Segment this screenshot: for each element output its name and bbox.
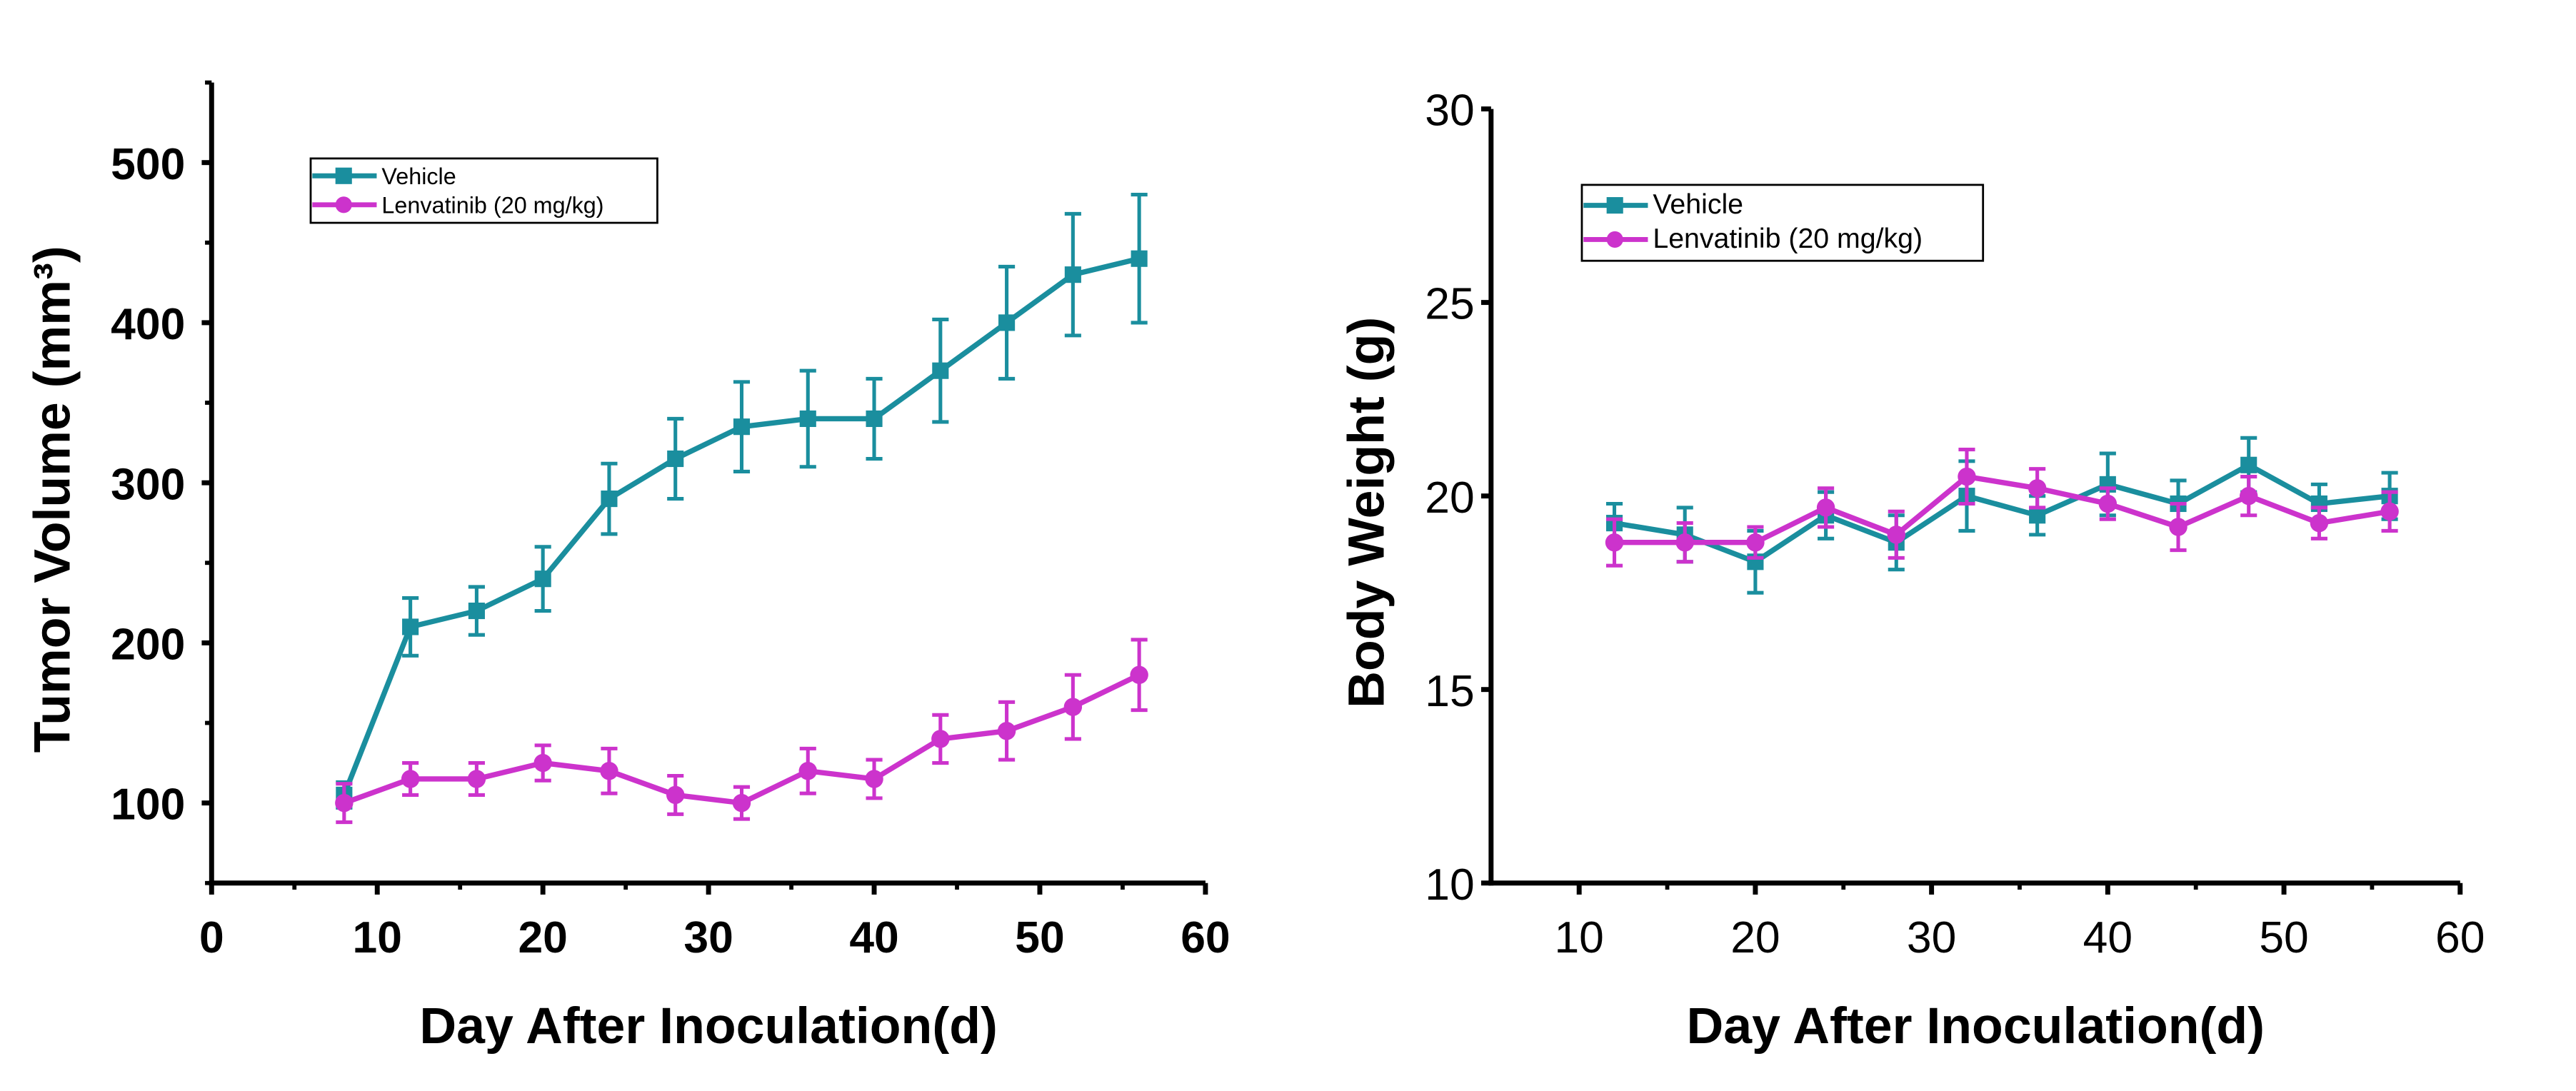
series-1: [1605, 448, 2399, 568]
data-point: [534, 570, 551, 588]
data-point: [998, 314, 1016, 331]
legend-label: Vehicle: [381, 164, 456, 189]
legend-marker: [1606, 231, 1623, 248]
legend-marker: [1606, 197, 1623, 214]
chart-1: 10 15 20 25 30 10 20 30 40 50 60 Day After Inoculat…: [1338, 86, 2485, 1055]
x-tick-label: 0: [199, 913, 224, 962]
data-point: [533, 753, 552, 773]
data-point: [1130, 665, 1148, 684]
data-point: [1063, 698, 1083, 716]
data-point: [2380, 502, 2399, 521]
data-point: [732, 793, 751, 813]
y-tick-label: 30: [1425, 86, 1474, 136]
data-point: [733, 418, 751, 436]
data-point: [2029, 507, 2046, 524]
y-tick-label: 100: [111, 780, 185, 830]
data-point: [1131, 250, 1148, 267]
data-point: [798, 762, 817, 780]
data-point: [2028, 479, 2047, 498]
series-line: [1613, 462, 2390, 565]
legend: Vehicle Lenvatinib (20 mg/kg): [309, 157, 658, 224]
y-tick-label: 20: [1425, 473, 1474, 523]
x-axis-title: Day After Inoculation(d): [419, 997, 997, 1055]
x-tick-label: 10: [353, 913, 402, 962]
legend-label: Lenvatinib (20 mg/kg): [1653, 223, 1923, 254]
data-point: [799, 410, 816, 428]
data-point: [1816, 498, 1835, 517]
y-tick-label: 15: [1425, 667, 1474, 716]
data-point: [335, 793, 354, 813]
data-point: [866, 410, 883, 428]
data-point: [1605, 533, 1624, 552]
data-point: [402, 618, 419, 635]
legend-label: Vehicle: [1653, 188, 1743, 220]
series-line: [341, 256, 1141, 796]
data-point: [1746, 533, 1765, 552]
x-tick-label: 40: [849, 913, 898, 962]
data-point: [2310, 513, 2329, 533]
data-point: [931, 730, 950, 748]
x-tick-label: 20: [1730, 913, 1780, 962]
chart-0: 100 200 300 400 500 0 10 20 30 40 50 60 Day After In…: [24, 80, 1231, 1055]
legend-label: Lenvatinib (20 mg/kg): [381, 192, 603, 218]
legend-marker: [335, 167, 352, 184]
data-point: [467, 770, 486, 788]
data-point: [600, 762, 618, 780]
legend-box: [1580, 183, 1985, 262]
series-0: [336, 193, 1148, 810]
data-point: [468, 602, 485, 620]
x-tick-label: 20: [518, 913, 567, 962]
legend-box: [309, 157, 658, 224]
data-point: [401, 770, 420, 788]
y-tick-label: 200: [111, 620, 185, 670]
x-tick-label: 30: [1907, 913, 1956, 962]
data-point: [1958, 467, 1976, 486]
data-point: [2239, 486, 2258, 506]
legend-marker: [335, 196, 352, 213]
data-point: [1887, 526, 1905, 544]
y-tick-label: 25: [1425, 280, 1474, 329]
x-axis-title: Day After Inoculation(d): [1687, 997, 2265, 1055]
y-tick-label: 300: [111, 460, 185, 509]
data-point: [2169, 518, 2187, 536]
series-line: [1614, 473, 2390, 546]
series-0: [1605, 436, 2398, 595]
x-tick-label: 60: [1181, 913, 1230, 962]
data-point: [1675, 533, 1694, 552]
data-point: [865, 770, 883, 788]
data-point: [1064, 266, 1081, 283]
x-tick-label: 50: [2259, 913, 2308, 962]
data-point: [997, 721, 1016, 740]
data-point: [2240, 456, 2257, 473]
y-axis-title: Body Weight (g): [1338, 317, 1395, 708]
x-tick-label: 50: [1015, 913, 1064, 962]
series-line: [343, 672, 1141, 806]
x-tick-label: 30: [683, 913, 733, 962]
y-tick-label: 500: [111, 140, 185, 189]
series-1: [335, 638, 1148, 825]
x-tick-label: 10: [1554, 913, 1603, 962]
y-tick-label: 400: [111, 300, 185, 349]
y-tick-label: 10: [1425, 860, 1474, 910]
y-axis-title: Tumor Volume (mm³): [24, 246, 81, 753]
data-point: [932, 362, 949, 379]
data-point: [666, 785, 685, 805]
data-point: [601, 491, 618, 508]
x-tick-label: 60: [2435, 913, 2485, 962]
data-point: [667, 450, 684, 468]
data-point: [2098, 494, 2118, 513]
x-tick-label: 40: [2083, 913, 2133, 962]
